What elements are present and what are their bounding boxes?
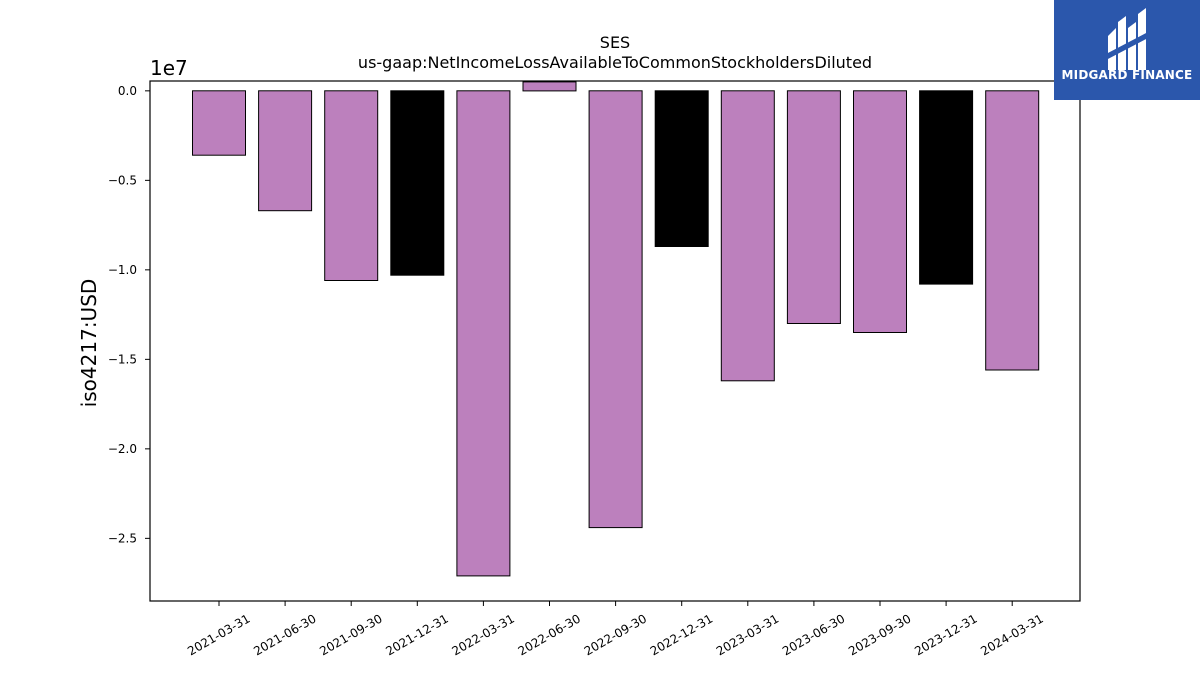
x-tick-label: 2021-03-31 [185,611,252,658]
y-ticks: 0.0 −0.5 −1.0 −1.5 −2.0 −2.5 [108,84,150,545]
x-tick-label: 2021-12-31 [383,611,450,658]
x-tick-label: 2022-03-31 [449,611,516,658]
bar-2021-06-30 [258,90,313,212]
y-tick-label: −0.5 [108,173,137,187]
bar-2023-12-31 [919,90,974,285]
bar-2022-03-31 [456,90,511,577]
bar-2021-09-30 [324,90,379,281]
x-tick-label: 2021-06-30 [251,611,318,658]
bars-group [192,81,1040,577]
x-tick-label: 2021-09-30 [317,611,384,658]
x-tick-label: 2022-09-30 [582,611,649,658]
midgard-finance-logo: MIDGARD FINANCE [1054,0,1200,100]
x-ticks: 2021-03-312021-06-302021-09-302021-12-31… [185,601,1046,658]
bar-2022-09-30 [588,90,643,529]
y-tick-label: −1.5 [108,352,137,366]
x-tick-label: 2022-06-30 [516,611,583,658]
bar-2021-12-31 [390,90,445,276]
bar-2023-03-31 [720,90,775,382]
x-tick-label: 2023-09-30 [846,611,913,658]
y-tick-label: −2.0 [108,442,137,456]
plot-frame [149,80,1081,602]
y-tick-label: 0.0 [118,84,137,98]
chart-subtitle: us-gaap:NetIncomeLossAvailableToCommonSt… [358,53,872,72]
x-tick-label: 2023-03-31 [714,611,781,658]
y-tick-label: −2.5 [108,531,137,545]
bar-2023-06-30 [786,90,841,324]
x-tick-label: 2024-03-31 [978,611,1045,658]
bar-2022-06-30 [522,81,577,92]
y-tick-label: −1.0 [108,263,137,277]
bar-2022-12-31 [654,90,709,247]
bar-2023-09-30 [853,90,907,333]
y-axis-label: iso4217:USD [77,279,101,408]
x-tick-label: 2023-06-30 [780,611,847,658]
logo-brand-text: MIDGARD FINANCE [1061,68,1193,82]
chart-title: SES [600,33,630,52]
bar-2024-03-31 [985,90,1040,371]
y-offset-label: 1e7 [150,56,188,80]
x-tick-label: 2023-12-31 [912,611,979,658]
logo-mark-icon [1106,8,1148,70]
bar-2021-03-31 [192,90,246,156]
x-tick-label: 2022-12-31 [648,611,715,658]
